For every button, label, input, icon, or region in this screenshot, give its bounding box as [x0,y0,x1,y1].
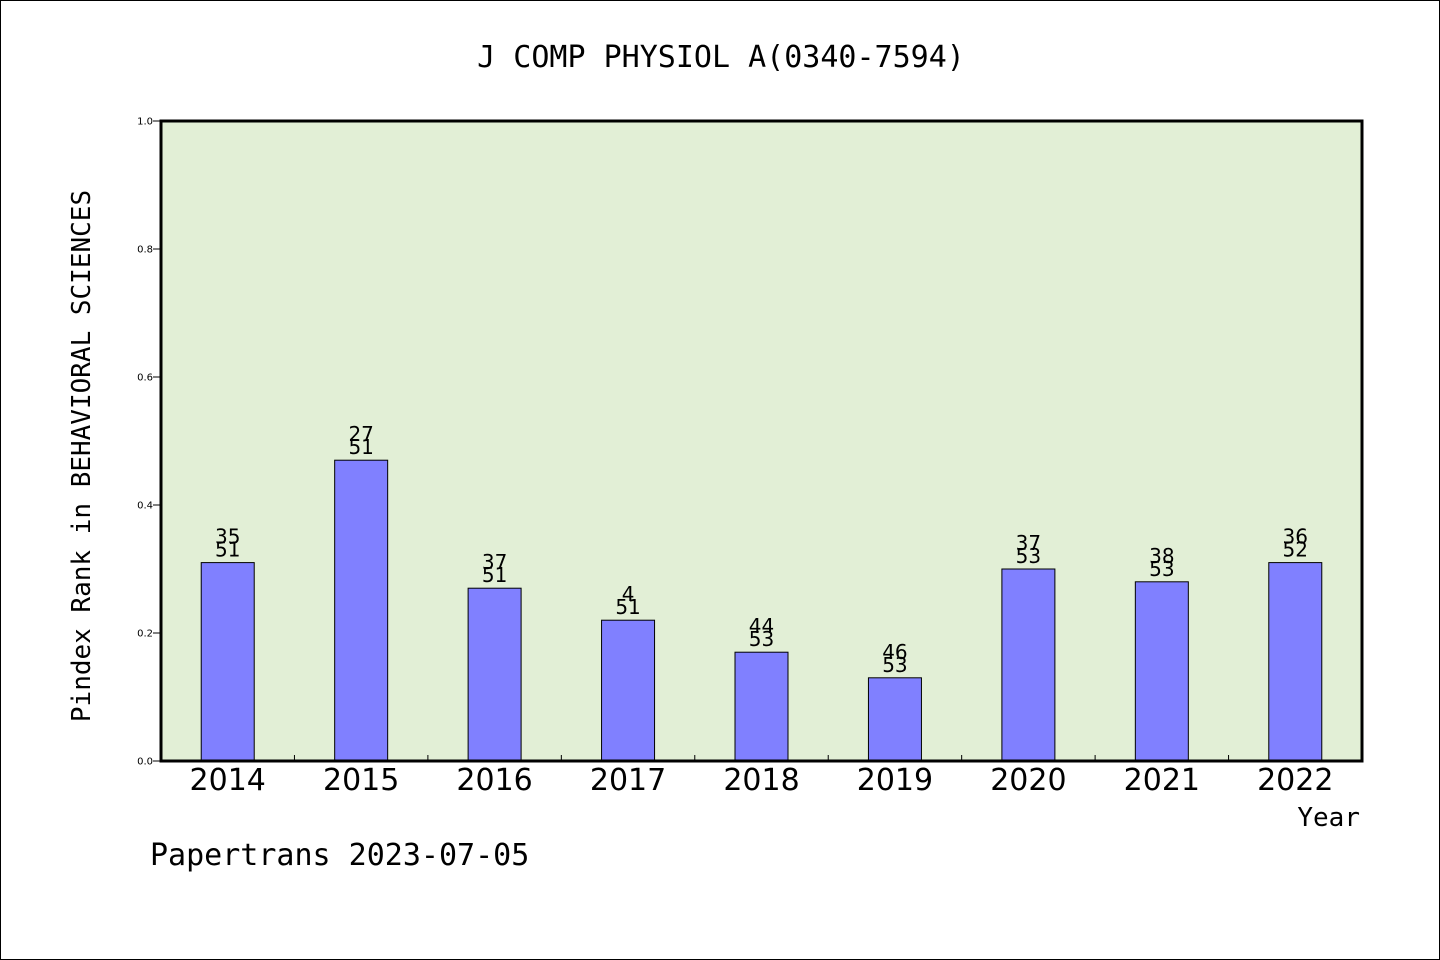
y-axis-label: Pindex Rank in BEHAVIORAL SCIENCES [67,190,97,722]
x-tick-label: 2016 [456,763,532,798]
bar-2017 [601,619,656,762]
y-tick-label: 0.4 [137,501,153,512]
x-tick-label: 2019 [857,763,933,798]
bar-total-label: 52 [1283,538,1308,562]
x-tick-label: 2015 [323,763,399,798]
bar-total-label: 51 [348,435,373,459]
bar-rank-label: 27 [348,422,373,446]
bars-group [200,459,1323,762]
y-tick-label: 0.8 [137,245,153,256]
x-tick-label: 2017 [590,763,666,798]
bar-2018 [734,651,789,762]
bar-rank-label: 35 [215,525,240,549]
chart-title: J COMP PHYSIOL A(0340-7594) [477,40,965,75]
y-tick-label: 0.0 [137,757,153,768]
x-tick-label: 2014 [190,763,266,798]
bar-total-label: 51 [215,538,240,562]
x-axis: 2014 2015 2016 2017 2018 2019 2020 2021 2022 [190,755,1333,798]
x-tick-label: 2022 [1257,763,1333,798]
bar-total-label: 53 [1149,557,1174,581]
bar-rank-label: 44 [749,614,774,638]
x-axis-label: Year [1297,803,1360,833]
bar-2022 [1268,562,1323,762]
y-tick-label: 0.6 [137,373,153,384]
x-tick-label: 2018 [723,763,799,798]
x-tick-label: 2020 [990,763,1066,798]
bar-2020 [1001,568,1056,762]
bar-rank-label: 36 [1283,525,1308,549]
y-tick-label: 1.0 [137,117,153,128]
x-tick-label: 2021 [1124,763,1200,798]
bar-2016 [467,587,522,762]
bar-rank-label: 4 [622,582,635,606]
bar-total-label: 51 [615,595,640,619]
bar-total-label: 53 [749,627,774,651]
y-tick-label: 0.2 [137,629,153,640]
y-axis: 0.0 0.2 0.4 0.6 0.8 1.0 [137,117,161,768]
bar-rank-label: 37 [1016,531,1041,555]
bar-2015 [334,459,389,762]
plot-frame [159,119,1364,763]
bar-2014 [200,562,255,762]
bar-2021 [1134,581,1189,762]
bar-rank-label: 46 [882,640,907,664]
bar-total-label: 53 [882,653,907,677]
bar-rank-label: 38 [1149,544,1174,568]
bar-2019 [867,677,922,762]
bar-total-label: 51 [482,563,507,587]
footer-text: Papertrans 2023-07-05 [150,838,529,873]
bar-rank-label: 37 [482,550,507,574]
bar-total-label: 53 [1016,544,1041,568]
